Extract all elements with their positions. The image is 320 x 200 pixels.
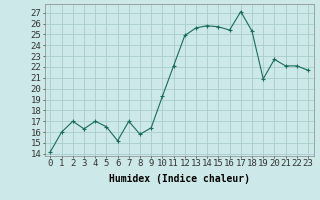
X-axis label: Humidex (Indice chaleur): Humidex (Indice chaleur) (109, 174, 250, 184)
